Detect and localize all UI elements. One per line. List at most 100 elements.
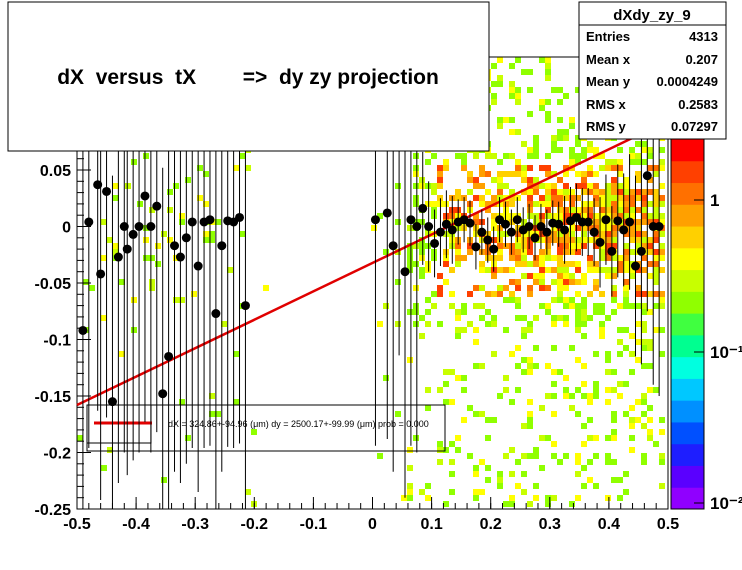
density-cell xyxy=(623,231,629,237)
density-cell xyxy=(563,183,569,189)
density-cell xyxy=(503,207,509,213)
density-cell xyxy=(545,111,551,117)
profile-point xyxy=(601,215,611,225)
density-cell xyxy=(623,285,629,291)
density-cell xyxy=(527,177,533,183)
density-cell xyxy=(653,189,659,195)
density-cell xyxy=(599,165,605,171)
density-cell xyxy=(599,291,605,297)
density-cell xyxy=(479,261,485,267)
density-cell xyxy=(569,201,575,207)
density-cell xyxy=(467,177,473,183)
density-cell xyxy=(635,159,641,165)
density-cell xyxy=(443,279,449,285)
density-cell xyxy=(605,273,611,279)
density-cell xyxy=(527,369,533,375)
density-cell xyxy=(557,87,563,93)
density-cell xyxy=(521,333,527,339)
density-cell xyxy=(551,267,557,273)
density-cell xyxy=(419,333,425,339)
density-cell xyxy=(575,327,581,333)
density-cell xyxy=(521,177,527,183)
density-cell xyxy=(491,213,497,219)
density-cell xyxy=(563,189,569,195)
density-cell xyxy=(647,273,653,279)
density-cell xyxy=(605,201,611,207)
density-cell xyxy=(521,141,527,147)
density-cell xyxy=(581,321,587,327)
density-cell xyxy=(623,345,629,351)
density-cell xyxy=(407,465,413,471)
density-cell xyxy=(491,351,497,357)
density-cell xyxy=(485,435,491,441)
density-cell xyxy=(497,243,503,249)
density-cell xyxy=(509,201,515,207)
density-cell xyxy=(503,453,509,459)
profile-point xyxy=(382,208,392,218)
density-cell xyxy=(635,267,641,273)
density-cell xyxy=(461,387,467,393)
density-cell xyxy=(185,177,191,183)
density-cell xyxy=(611,177,617,183)
density-cell xyxy=(641,141,647,147)
density-cell xyxy=(539,237,545,243)
density-cell xyxy=(563,207,569,213)
density-cell xyxy=(593,453,599,459)
profile-point xyxy=(636,246,646,256)
density-cell xyxy=(527,453,533,459)
density-cell xyxy=(617,303,623,309)
density-cell xyxy=(635,153,641,159)
density-cell xyxy=(647,261,653,267)
density-cell xyxy=(497,255,503,261)
density-cell xyxy=(395,279,401,285)
density-cell xyxy=(641,321,647,327)
density-cell xyxy=(569,159,575,165)
density-cell xyxy=(473,471,479,477)
density-cell xyxy=(503,375,509,381)
density-cell xyxy=(551,255,557,261)
density-cell xyxy=(647,165,653,171)
density-cell xyxy=(581,483,587,489)
density-cell xyxy=(467,189,473,195)
density-cell xyxy=(509,243,515,249)
density-cell xyxy=(557,243,563,249)
density-cell xyxy=(569,273,575,279)
density-cell xyxy=(587,189,593,195)
density-cell xyxy=(425,297,431,303)
density-cell xyxy=(557,195,563,201)
density-cell xyxy=(581,243,587,249)
profile-point xyxy=(78,325,88,335)
density-cell xyxy=(443,399,449,405)
density-cell xyxy=(377,453,383,459)
density-cell xyxy=(527,423,533,429)
density-cell xyxy=(473,363,479,369)
density-cell xyxy=(605,195,611,201)
density-cell xyxy=(131,159,137,165)
density-cell xyxy=(647,213,653,219)
density-cell xyxy=(515,303,521,309)
density-cell xyxy=(575,141,581,147)
density-cell xyxy=(629,267,635,273)
density-cell xyxy=(515,57,521,63)
density-cell xyxy=(575,411,581,417)
density-cell xyxy=(629,417,635,423)
profile-point xyxy=(370,215,380,225)
density-cell xyxy=(527,87,533,93)
density-cell xyxy=(497,471,503,477)
density-cell xyxy=(617,213,623,219)
density-cell xyxy=(509,501,515,507)
density-cell xyxy=(509,129,515,135)
density-cell xyxy=(425,483,431,489)
density-cell xyxy=(551,195,557,201)
density-cell xyxy=(425,231,431,237)
density-cell xyxy=(557,237,563,243)
density-cell xyxy=(617,147,623,153)
density-cell xyxy=(557,297,563,303)
density-cell xyxy=(647,309,653,315)
density-cell xyxy=(635,399,641,405)
density-cell xyxy=(485,207,491,213)
density-cell xyxy=(443,447,449,453)
density-cell xyxy=(545,171,551,177)
density-cell xyxy=(455,375,461,381)
density-cell xyxy=(455,309,461,315)
